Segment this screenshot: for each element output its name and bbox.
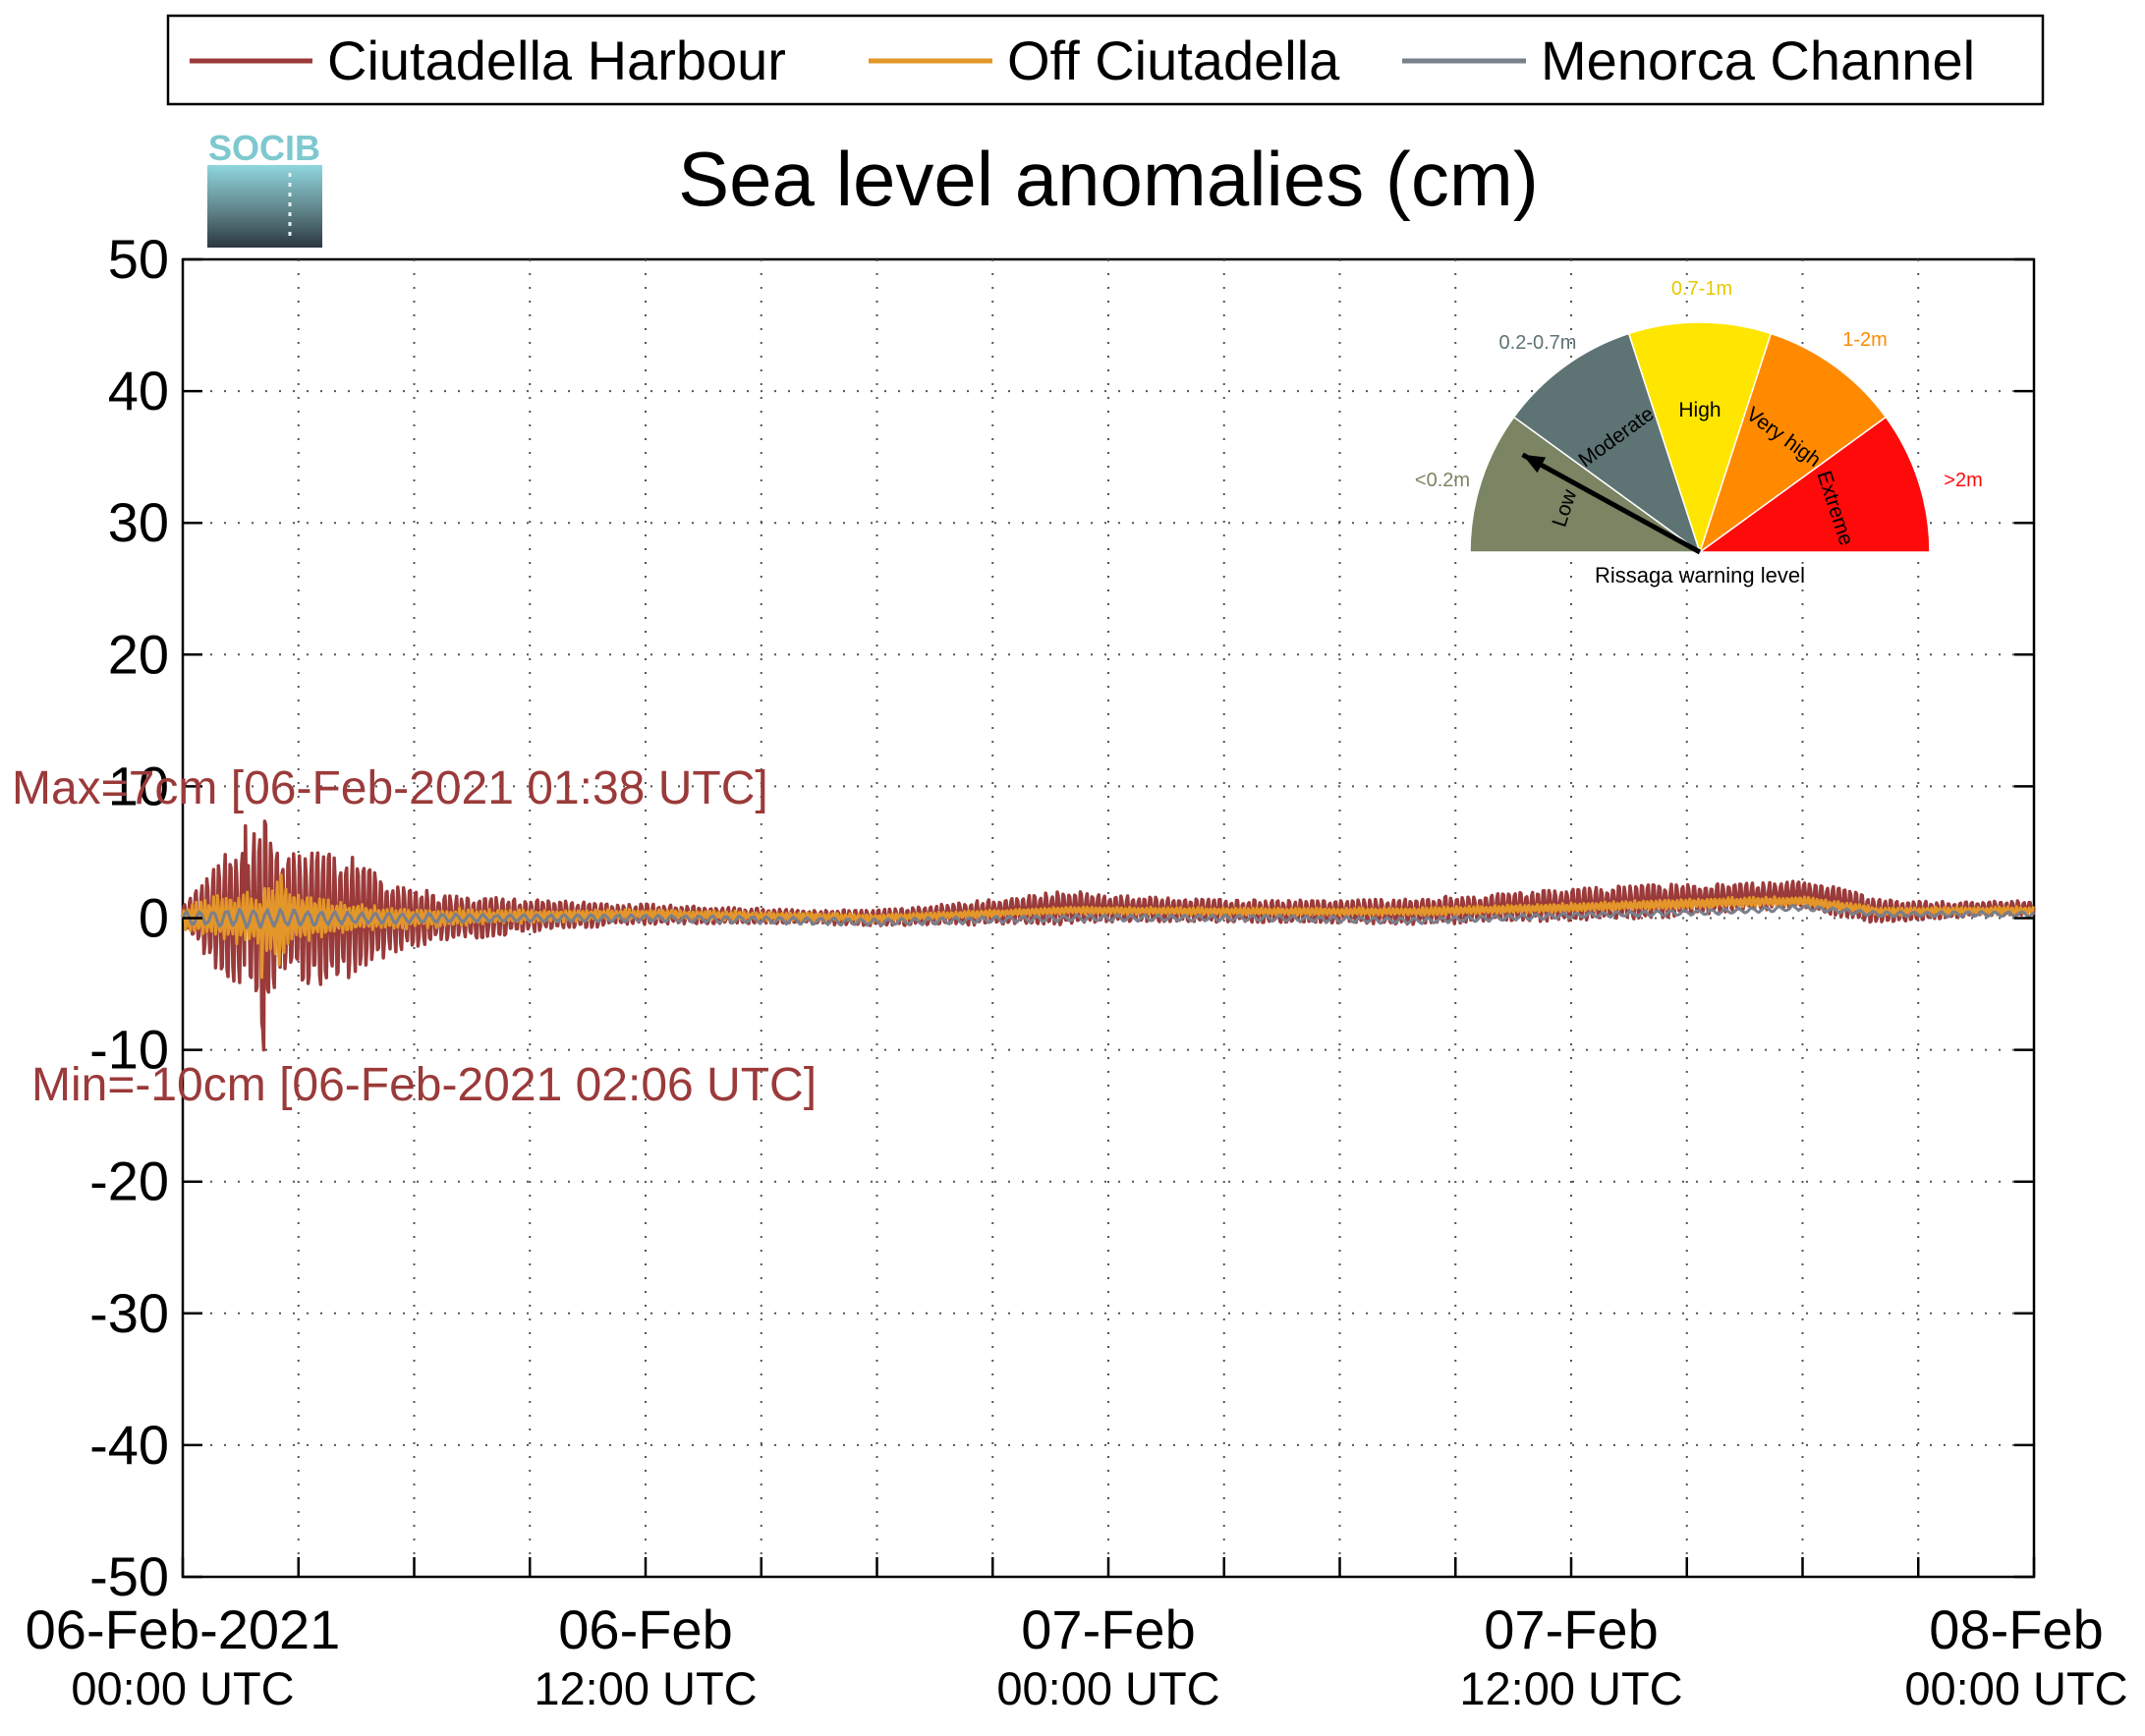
gauge-needle	[1521, 452, 1702, 555]
y-tick-label: 30	[108, 491, 169, 553]
x-tick-label-time: 00:00 UTC	[1904, 1662, 2127, 1714]
y-tick-label: 10	[108, 755, 169, 816]
y-tick-label: -20	[89, 1150, 169, 1212]
chart-title: Sea level anomalies (cm)	[678, 136, 1539, 222]
socib-logo-text: SOCIB	[208, 128, 320, 168]
gauge-sector-very-high	[1698, 332, 1888, 554]
y-tick-label: -10	[89, 1019, 169, 1081]
legend-label-menorca-channel: Menorca Channel	[1541, 29, 1975, 91]
gauge-sector-high	[1627, 321, 1773, 555]
gauge-range-label: 1-2m	[1842, 329, 1888, 351]
gauge-needle-head	[1522, 454, 1547, 474]
x-tick-label-date: 07-Feb	[1021, 1598, 1195, 1660]
legend-frame	[166, 14, 2045, 106]
y-axis: 50 40 30 20 10 0 -10 -20 -30 -40 -50	[89, 228, 2034, 1607]
x-tick-label-time: 00:00 UTC	[71, 1662, 294, 1714]
legend: Ciutadella Harbour Off Ciutadella Menorc…	[166, 14, 2045, 106]
socib-logo-block	[207, 165, 322, 248]
x-tick-label-date: 06-Feb	[558, 1598, 732, 1660]
y-tick-label: -30	[89, 1282, 169, 1344]
x-tick-label-date: 07-Feb	[1484, 1598, 1658, 1660]
x-tick-label-time: 12:00 UTC	[1459, 1662, 1682, 1714]
series-layer	[181, 819, 2036, 1052]
y-tick-label: 40	[108, 360, 169, 421]
x-tick-label-time: 12:00 UTC	[534, 1662, 757, 1714]
x-tick-label-date: 06-Feb-2021	[26, 1598, 341, 1660]
y-tick-label: 0	[139, 887, 169, 949]
x-tick-label-time: 00:00 UTC	[996, 1662, 1219, 1714]
y-tick-label: -40	[89, 1414, 169, 1476]
gauge-caption: Rissaga warning level	[1595, 563, 1805, 588]
gauge-sector-label: High	[1678, 399, 1721, 421]
max-annotation: Max=7cm [06-Feb-2021 01:38 UTC]	[12, 762, 768, 814]
gauge-range-label: <0.2m	[1415, 470, 1470, 491]
legend-label-ciutadella-harbour: Ciutadella Harbour	[327, 29, 786, 91]
series-line-menorca-channel	[181, 904, 2035, 929]
gauge-range-label: 0.2-0.7m	[1499, 332, 1577, 354]
x-tick-label-date: 08-Feb	[1929, 1598, 2103, 1660]
gauge-range-label: >2m	[1944, 470, 1982, 491]
y-tick-label: -50	[89, 1545, 169, 1607]
legend-label-off-ciutadella: Off Ciutadella	[1007, 29, 1340, 91]
y-tick-label: 20	[108, 623, 169, 685]
min-annotation: Min=-10cm [06-Feb-2021 02:06 UTC]	[31, 1059, 817, 1111]
socib-logo: SOCIB	[207, 128, 322, 248]
gauge-sector-moderate	[1512, 332, 1702, 554]
gauge-sector-extreme	[1697, 416, 1931, 553]
y-tick-label: 50	[108, 228, 169, 290]
gauge-range-label: 0.7-1m	[1671, 278, 1732, 300]
